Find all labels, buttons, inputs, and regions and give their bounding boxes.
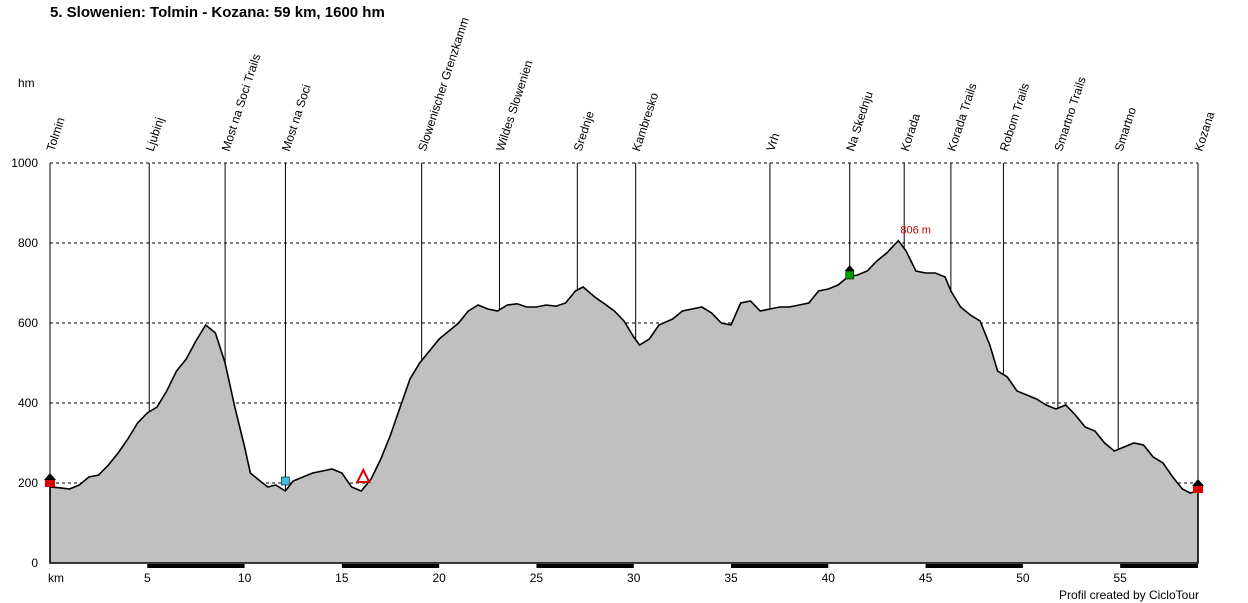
waypoint-label: Tolmin (44, 116, 68, 153)
waypoint-label: Kambresko (629, 91, 661, 153)
y-tick-label: 1000 (11, 156, 38, 170)
y-tick-label: 400 (18, 396, 38, 410)
start-marker (45, 480, 55, 487)
x-tick-label: 25 (530, 571, 544, 585)
x-tick-label: 30 (627, 571, 641, 585)
poi-marker (281, 476, 290, 486)
waypoint-label: Most na Soci (279, 83, 314, 153)
poi-marker-roof (844, 265, 855, 271)
x-tick-label: 45 (919, 571, 933, 585)
waypoint-label: Slowenischer Grenzkamm (415, 15, 472, 153)
chart-title: 5. Slowenien: Tolmin - Kozana: 59 km, 16… (50, 4, 385, 21)
waypoint-label: Smartno Trails (1051, 75, 1088, 153)
waypoint-label: Smartno (1112, 105, 1139, 153)
y-tick-label: 800 (18, 236, 38, 250)
start-marker-roof (44, 473, 56, 480)
x-tick-label: 15 (335, 571, 349, 585)
x-tick-label: 55 (1113, 571, 1127, 585)
km-scale-segment (925, 564, 1023, 568)
poi-marker (845, 270, 855, 280)
waypoint-label: Kozana (1192, 110, 1218, 153)
x-tick-label: 40 (822, 571, 836, 585)
waypoint-label: Most na Soci Trails (219, 52, 264, 153)
waypoint-label: Na Skednju (843, 90, 875, 153)
waypoint-label: Srednje (571, 109, 597, 153)
km-scale-segment (536, 564, 634, 568)
y-tick-label: 0 (31, 556, 38, 570)
y-axis-label: hm (18, 76, 35, 90)
finish-marker (1193, 486, 1203, 493)
km-scale-segment (1120, 564, 1198, 568)
finish-marker-roof (1192, 479, 1204, 486)
warning-marker (355, 467, 371, 483)
peak-elevation-label: 806 m (900, 225, 931, 237)
y-tick-label: 600 (18, 316, 38, 330)
waypoint-label: Vrh (763, 131, 782, 153)
waypoint-label: Wildes Slowenien (493, 59, 536, 153)
km-scale-segment (147, 564, 245, 568)
elevation-area (49, 239, 1199, 564)
waypoint-label: Robom Trails (997, 81, 1032, 153)
x-axis-label: km (48, 571, 64, 585)
waypoint-lines (148, 163, 1119, 493)
waypoint-label: Ljubinj (143, 116, 167, 153)
x-tick-label: 35 (724, 571, 738, 585)
x-tick-label: 5 (144, 571, 151, 585)
km-scale-segment (341, 564, 440, 568)
km-scale-segment (731, 564, 829, 568)
waypoint-label: Korada (898, 111, 923, 152)
y-tick-label: 200 (18, 476, 38, 490)
waypoint-label: Korada Trails (944, 81, 979, 153)
x-tick-label: 50 (1016, 571, 1030, 585)
x-tick-label: 20 (432, 571, 446, 585)
x-tick-label: 10 (238, 571, 252, 585)
credit-text: Profil created by CicloTour (1058, 588, 1199, 602)
route-markers (44, 265, 1204, 493)
